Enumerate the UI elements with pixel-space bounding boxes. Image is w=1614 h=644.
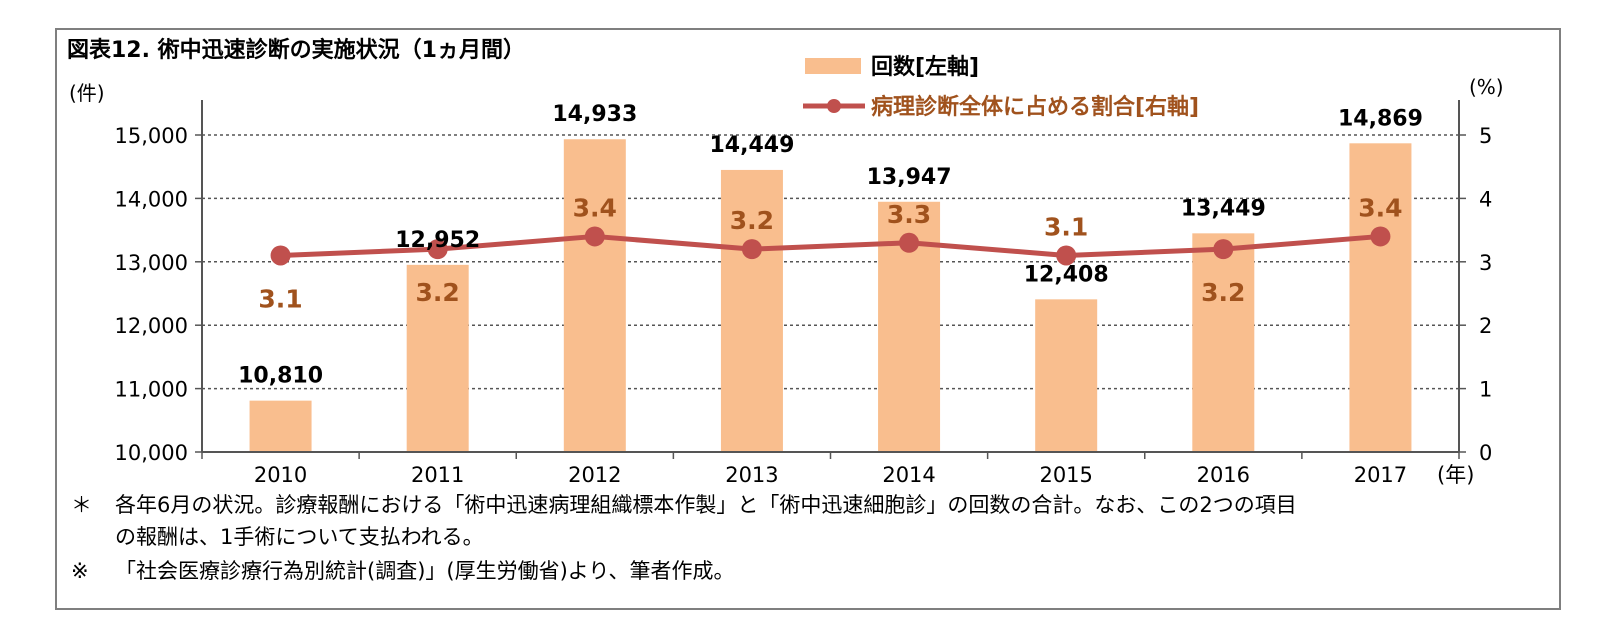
ratio-point [270,245,291,266]
ratio-value-label: 3.2 [416,278,460,307]
right-tick-label: 4 [1479,187,1492,211]
ratio-value-label: 3.2 [1201,278,1245,307]
bar-value-label: 12,952 [395,228,480,253]
bar-value-label: 14,449 [709,133,794,158]
ratio-value-label: 3.3 [887,200,931,229]
left-tick-label: 12,000 [115,314,188,338]
chart-title: 図表12. 術中迅速診断の実施状況（1ヵ月間） [67,37,525,63]
ratio-value-label: 3.1 [1044,212,1088,241]
x-tick-label: 2012 [568,463,621,487]
ratio-point [1370,226,1391,247]
bar-value-label: 13,449 [1181,196,1266,221]
legend-bar-swatch [805,58,861,74]
bar [563,139,626,452]
bar [720,169,783,452]
x-axis-unit: (年) [1437,463,1474,487]
x-tick-label: 2015 [1039,463,1092,487]
ratio-point [899,232,920,253]
ratio-line [280,233,1381,258]
ratio-value-label: 3.2 [730,206,774,235]
right-tick-label: 2 [1479,314,1492,338]
chart: 図表12. 術中迅速診断の実施状況（1ヵ月間） (件) (%) (年) 10,0… [67,37,1504,487]
note-1-mark: ＊ [71,493,92,517]
legend-line-label: 病理診断全体に占める割合[右軸] [871,94,1199,120]
note-3: 「社会医療診療行為別統計(調査)」(厚生労働省)より、筆者作成。 [115,559,735,583]
left-axis-unit: (件) [69,81,105,105]
right-tick-label: 1 [1479,378,1492,402]
bar-value-label: 12,408 [1024,262,1109,287]
bar-value-label: 10,810 [238,364,323,389]
x-tick-label: 2010 [254,463,307,487]
bar [249,400,312,452]
x-tick-label: 2013 [725,463,778,487]
legend: 回数[左軸] 病理診断全体に占める割合[右軸] [803,54,1199,120]
right-tick-label: 3 [1479,251,1492,275]
bar [1349,143,1412,452]
left-tick-label: 14,000 [115,187,188,211]
ratio-value-label: 3.4 [573,193,617,222]
x-tick-label: 2011 [411,463,464,487]
note-3-mark: ※ [71,559,89,583]
x-tick-label: 2017 [1354,463,1407,487]
left-tick-label: 10,000 [115,441,188,465]
ratio-value-label: 3.1 [258,284,302,313]
ratio-point [584,226,605,247]
ratio-point [1213,239,1234,260]
left-tick-label: 13,000 [115,251,188,275]
bar [406,264,469,452]
x-tick-label: 2016 [1197,463,1250,487]
note-1: 各年6月の状況。診療報酬における「術中迅速病理組織標本作製」と「術中迅速細胞診」… [115,493,1297,517]
right-tick-label: 0 [1479,441,1492,465]
left-tick-label: 15,000 [115,124,188,148]
ratio-point [1056,245,1077,266]
right-axis-unit: (%) [1469,75,1504,99]
ratio-value-label: 3.4 [1358,193,1402,222]
bar [1035,299,1098,452]
legend-line-marker [827,99,841,113]
left-tick-label: 11,000 [115,378,188,402]
ratio-point [427,239,448,260]
bar-value-label: 14,933 [552,102,637,127]
figure-frame: 図表12. 術中迅速診断の実施状況（1ヵ月間） (件) (%) (年) 10,0… [55,28,1561,610]
ratio-point [741,239,762,260]
bar-value-label: 14,869 [1338,106,1423,131]
bar-value-label: 13,947 [867,165,952,190]
right-tick-label: 5 [1479,124,1492,148]
note-2: の報酬は、1手術について支払われる。 [115,525,484,549]
x-tick-label: 2014 [882,463,935,487]
legend-bar-label: 回数[左軸] [871,54,979,80]
bar [1192,233,1255,452]
